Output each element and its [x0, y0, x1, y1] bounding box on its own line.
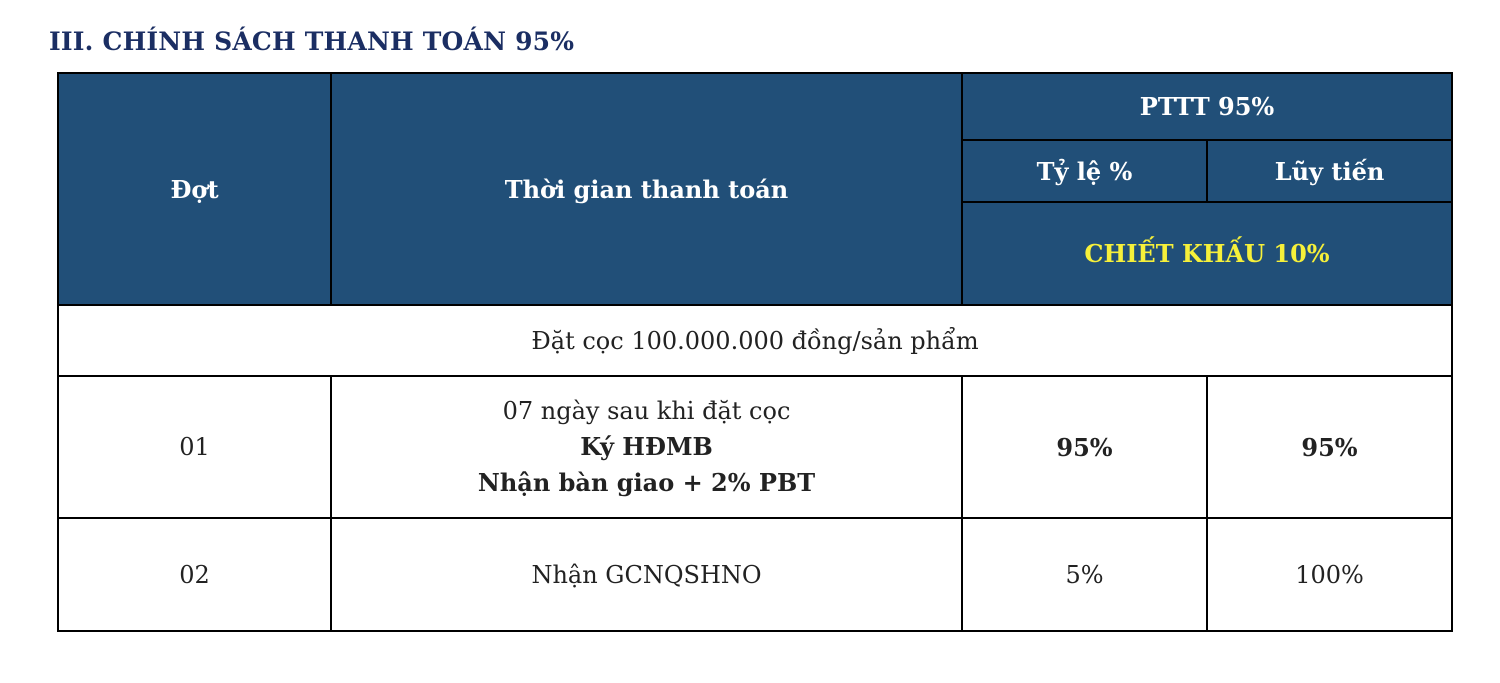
row-ratio: 5%: [961, 517, 1208, 632]
table-row: 01 07 ngày sau khi đặt cọc Ký HĐMB Nhận …: [57, 375, 1454, 519]
row-payment-time: Nhận GCNQSHNO: [330, 517, 963, 632]
row-cumulative: 95%: [1205, 375, 1454, 519]
header-dot: Đợt: [57, 72, 332, 306]
deposit-row: Đặt cọc 100.000.000 đồng/sản phẩm: [56, 304, 1454, 377]
header-ratio: Tỷ lệ %: [961, 139, 1208, 203]
row-ratio: 95%: [961, 375, 1208, 519]
row-dot: 02: [57, 517, 332, 632]
header-payment-plan: PTTT 95%: [960, 72, 1454, 141]
time-line: 07 ngày sau khi đặt cọc: [502, 397, 791, 425]
time-line: Ký HĐMB: [580, 432, 713, 461]
table-row: 02 Nhận GCNQSHNO 5% 100%: [57, 517, 1454, 632]
row-payment-time: 07 ngày sau khi đặt cọc Ký HĐMB Nhận bàn…: [330, 375, 963, 519]
time-line: Nhận bàn giao + 2% PBT: [477, 468, 816, 497]
payment-schedule-table: Đợt Thời gian thanh toán PTTT 95% Tỷ lệ …: [56, 72, 1454, 632]
row-cumulative: 100%: [1205, 517, 1454, 632]
header-payment-time: Thời gian thanh toán: [330, 72, 963, 306]
header-discount: CHIẾT KHẤU 10%: [960, 201, 1454, 306]
page-title: III. CHÍNH SÁCH THANH TOÁN 95%: [49, 27, 575, 56]
row-dot: 01: [57, 375, 332, 519]
header-cumulative: Lũy tiến: [1205, 139, 1454, 203]
